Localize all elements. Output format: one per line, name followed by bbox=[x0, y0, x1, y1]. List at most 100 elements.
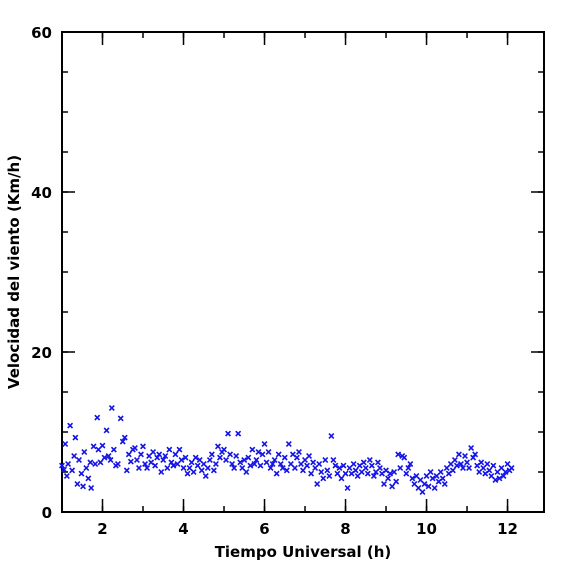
data-point bbox=[255, 449, 262, 455]
data-point bbox=[350, 461, 357, 467]
x-tick-label: 8 bbox=[340, 520, 350, 538]
data-point bbox=[186, 465, 193, 471]
data-point bbox=[451, 457, 458, 463]
data-point bbox=[72, 434, 79, 441]
data-point bbox=[322, 457, 329, 463]
x-tick-label: 4 bbox=[178, 520, 188, 538]
data-point bbox=[449, 467, 456, 474]
data-point bbox=[447, 461, 454, 467]
data-point bbox=[61, 466, 67, 473]
data-point bbox=[478, 459, 485, 466]
data-point bbox=[285, 441, 292, 447]
data-point bbox=[251, 461, 258, 467]
data-point bbox=[223, 457, 230, 463]
data-point bbox=[107, 457, 114, 463]
data-point bbox=[419, 489, 426, 495]
data-point bbox=[176, 446, 183, 453]
data-point bbox=[306, 453, 313, 459]
data-point bbox=[403, 470, 410, 477]
data-point bbox=[263, 459, 270, 466]
data-point bbox=[433, 473, 440, 479]
data-point bbox=[496, 475, 503, 482]
data-point bbox=[273, 470, 280, 477]
data-point bbox=[293, 454, 300, 461]
data-point bbox=[476, 469, 483, 475]
data-point bbox=[206, 457, 213, 463]
data-point bbox=[462, 453, 468, 459]
data-point bbox=[229, 461, 236, 467]
data-point bbox=[247, 462, 254, 469]
data-point bbox=[83, 465, 90, 471]
data-point bbox=[279, 465, 286, 471]
data-point bbox=[374, 459, 381, 466]
data-point bbox=[125, 451, 132, 458]
data-point bbox=[95, 446, 102, 453]
data-point bbox=[480, 465, 487, 471]
x-tick-label: 10 bbox=[416, 520, 437, 538]
data-point bbox=[346, 465, 353, 471]
data-point bbox=[281, 454, 288, 461]
data-point bbox=[490, 462, 497, 469]
data-point bbox=[178, 457, 185, 463]
data-point bbox=[387, 470, 394, 477]
data-point bbox=[417, 477, 424, 483]
data-point bbox=[328, 433, 335, 439]
data-point bbox=[464, 459, 471, 466]
data-point bbox=[88, 485, 95, 491]
data-point bbox=[429, 475, 436, 482]
data-point bbox=[336, 465, 343, 471]
data-point bbox=[320, 475, 327, 482]
data-point bbox=[123, 467, 130, 474]
data-point bbox=[225, 430, 232, 437]
data-point bbox=[221, 446, 227, 453]
data-point bbox=[101, 454, 108, 461]
data-point bbox=[332, 462, 339, 469]
data-point bbox=[81, 449, 88, 455]
data-point bbox=[407, 461, 414, 467]
data-point bbox=[312, 465, 319, 471]
data-point bbox=[190, 469, 197, 475]
data-point bbox=[174, 461, 181, 467]
data-point bbox=[188, 459, 195, 466]
data-point bbox=[500, 473, 507, 479]
data-point bbox=[208, 451, 215, 458]
data-point bbox=[67, 422, 74, 429]
data-point bbox=[308, 470, 315, 477]
data-point bbox=[405, 465, 412, 471]
data-point bbox=[90, 443, 97, 450]
data-point bbox=[298, 461, 304, 467]
data-point bbox=[184, 470, 191, 477]
x-tick-label: 2 bbox=[97, 520, 107, 538]
data-point bbox=[259, 451, 266, 458]
data-point bbox=[472, 451, 479, 458]
data-point bbox=[362, 465, 369, 471]
data-point bbox=[300, 467, 306, 474]
y-tick-label: 0 bbox=[42, 504, 52, 522]
data-point bbox=[160, 457, 167, 463]
data-point bbox=[366, 457, 373, 463]
data-point bbox=[63, 473, 70, 479]
data-point bbox=[71, 453, 78, 459]
data-point bbox=[166, 446, 173, 453]
data-point bbox=[245, 454, 252, 461]
data-point bbox=[344, 485, 351, 491]
data-point bbox=[117, 415, 124, 422]
data-point bbox=[376, 465, 383, 471]
data-point bbox=[85, 475, 92, 482]
data-point bbox=[108, 405, 115, 411]
data-point bbox=[326, 473, 333, 479]
data-point bbox=[393, 478, 400, 485]
data-point bbox=[105, 453, 112, 459]
data-point bbox=[338, 475, 345, 482]
data-point bbox=[368, 462, 375, 469]
data-point bbox=[287, 461, 294, 467]
data-point bbox=[370, 473, 377, 479]
data-point bbox=[94, 414, 101, 421]
data-point bbox=[150, 449, 157, 455]
data-point bbox=[437, 469, 444, 475]
data-point bbox=[455, 451, 462, 458]
data-point bbox=[342, 470, 349, 477]
data-point bbox=[135, 465, 142, 471]
data-point bbox=[253, 457, 260, 463]
